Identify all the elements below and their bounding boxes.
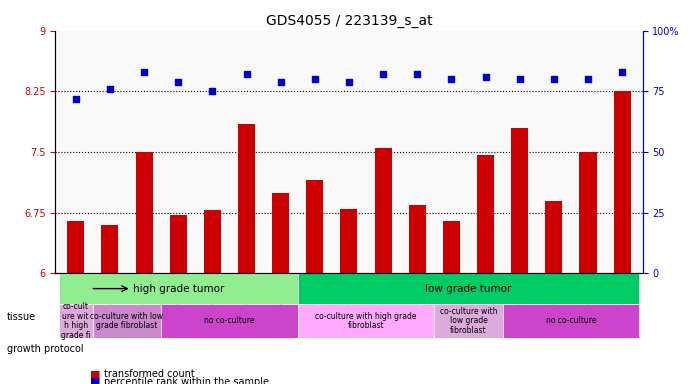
Bar bbox=[170, 215, 187, 273]
Text: co-cult
ure wit
h high
grade fi: co-cult ure wit h high grade fi bbox=[61, 302, 91, 340]
FancyBboxPatch shape bbox=[93, 304, 161, 338]
Bar bbox=[341, 209, 357, 273]
Point bbox=[583, 76, 594, 82]
Bar bbox=[443, 221, 460, 273]
Point bbox=[446, 76, 457, 82]
Point bbox=[241, 71, 252, 78]
Text: growth protocol: growth protocol bbox=[7, 344, 84, 354]
Bar bbox=[614, 91, 631, 273]
Bar bbox=[477, 154, 494, 273]
Point bbox=[549, 76, 560, 82]
Bar bbox=[580, 152, 596, 273]
Text: transformed count: transformed count bbox=[104, 369, 194, 379]
FancyBboxPatch shape bbox=[435, 304, 502, 338]
Point bbox=[275, 79, 286, 85]
FancyBboxPatch shape bbox=[298, 273, 639, 304]
Text: ■: ■ bbox=[90, 377, 100, 384]
Bar bbox=[375, 148, 392, 273]
FancyBboxPatch shape bbox=[59, 273, 298, 304]
Title: GDS4055 / 223139_s_at: GDS4055 / 223139_s_at bbox=[265, 14, 433, 28]
FancyBboxPatch shape bbox=[161, 304, 298, 338]
Bar bbox=[306, 180, 323, 273]
Text: no co-culture: no co-culture bbox=[546, 316, 596, 325]
Bar bbox=[67, 221, 84, 273]
Bar bbox=[511, 128, 528, 273]
Point bbox=[207, 88, 218, 94]
Point bbox=[138, 69, 149, 75]
Bar bbox=[102, 225, 118, 273]
Bar bbox=[408, 205, 426, 273]
Text: co-culture with
low grade
fibroblast: co-culture with low grade fibroblast bbox=[439, 307, 498, 335]
Point bbox=[377, 71, 388, 78]
Text: percentile rank within the sample: percentile rank within the sample bbox=[104, 377, 269, 384]
Point bbox=[480, 74, 491, 80]
Point bbox=[514, 76, 525, 82]
Text: high grade tumor: high grade tumor bbox=[133, 284, 224, 294]
Point bbox=[616, 69, 627, 75]
FancyBboxPatch shape bbox=[502, 304, 639, 338]
Text: tissue: tissue bbox=[7, 312, 36, 322]
Text: no co-culture: no co-culture bbox=[204, 316, 255, 325]
Text: co-culture with low
grade fibroblast: co-culture with low grade fibroblast bbox=[91, 311, 164, 330]
Text: low grade tumor: low grade tumor bbox=[425, 284, 511, 294]
Bar bbox=[204, 210, 221, 273]
Point bbox=[173, 79, 184, 85]
Bar bbox=[238, 124, 255, 273]
Point bbox=[310, 76, 321, 82]
Point bbox=[104, 86, 115, 92]
Point bbox=[70, 96, 82, 102]
Text: ■: ■ bbox=[90, 369, 100, 379]
Point bbox=[343, 79, 354, 85]
FancyBboxPatch shape bbox=[59, 304, 93, 338]
Bar bbox=[272, 192, 290, 273]
FancyBboxPatch shape bbox=[298, 304, 435, 338]
Text: co-culture with high grade
fibroblast: co-culture with high grade fibroblast bbox=[315, 311, 417, 330]
Bar bbox=[135, 152, 153, 273]
Point bbox=[412, 71, 423, 78]
Bar bbox=[545, 200, 562, 273]
